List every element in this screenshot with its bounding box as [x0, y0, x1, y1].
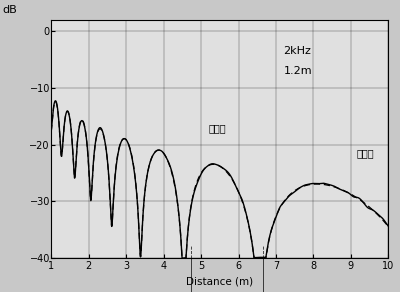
Text: 2kHz: 2kHz	[284, 46, 311, 56]
Text: dB: dB	[3, 5, 18, 15]
Text: 理論値: 理論値	[208, 123, 226, 133]
Text: 実測値: 実測値	[356, 148, 374, 158]
X-axis label: Distance (m): Distance (m)	[186, 277, 253, 286]
Text: 1.2m: 1.2m	[284, 66, 312, 76]
